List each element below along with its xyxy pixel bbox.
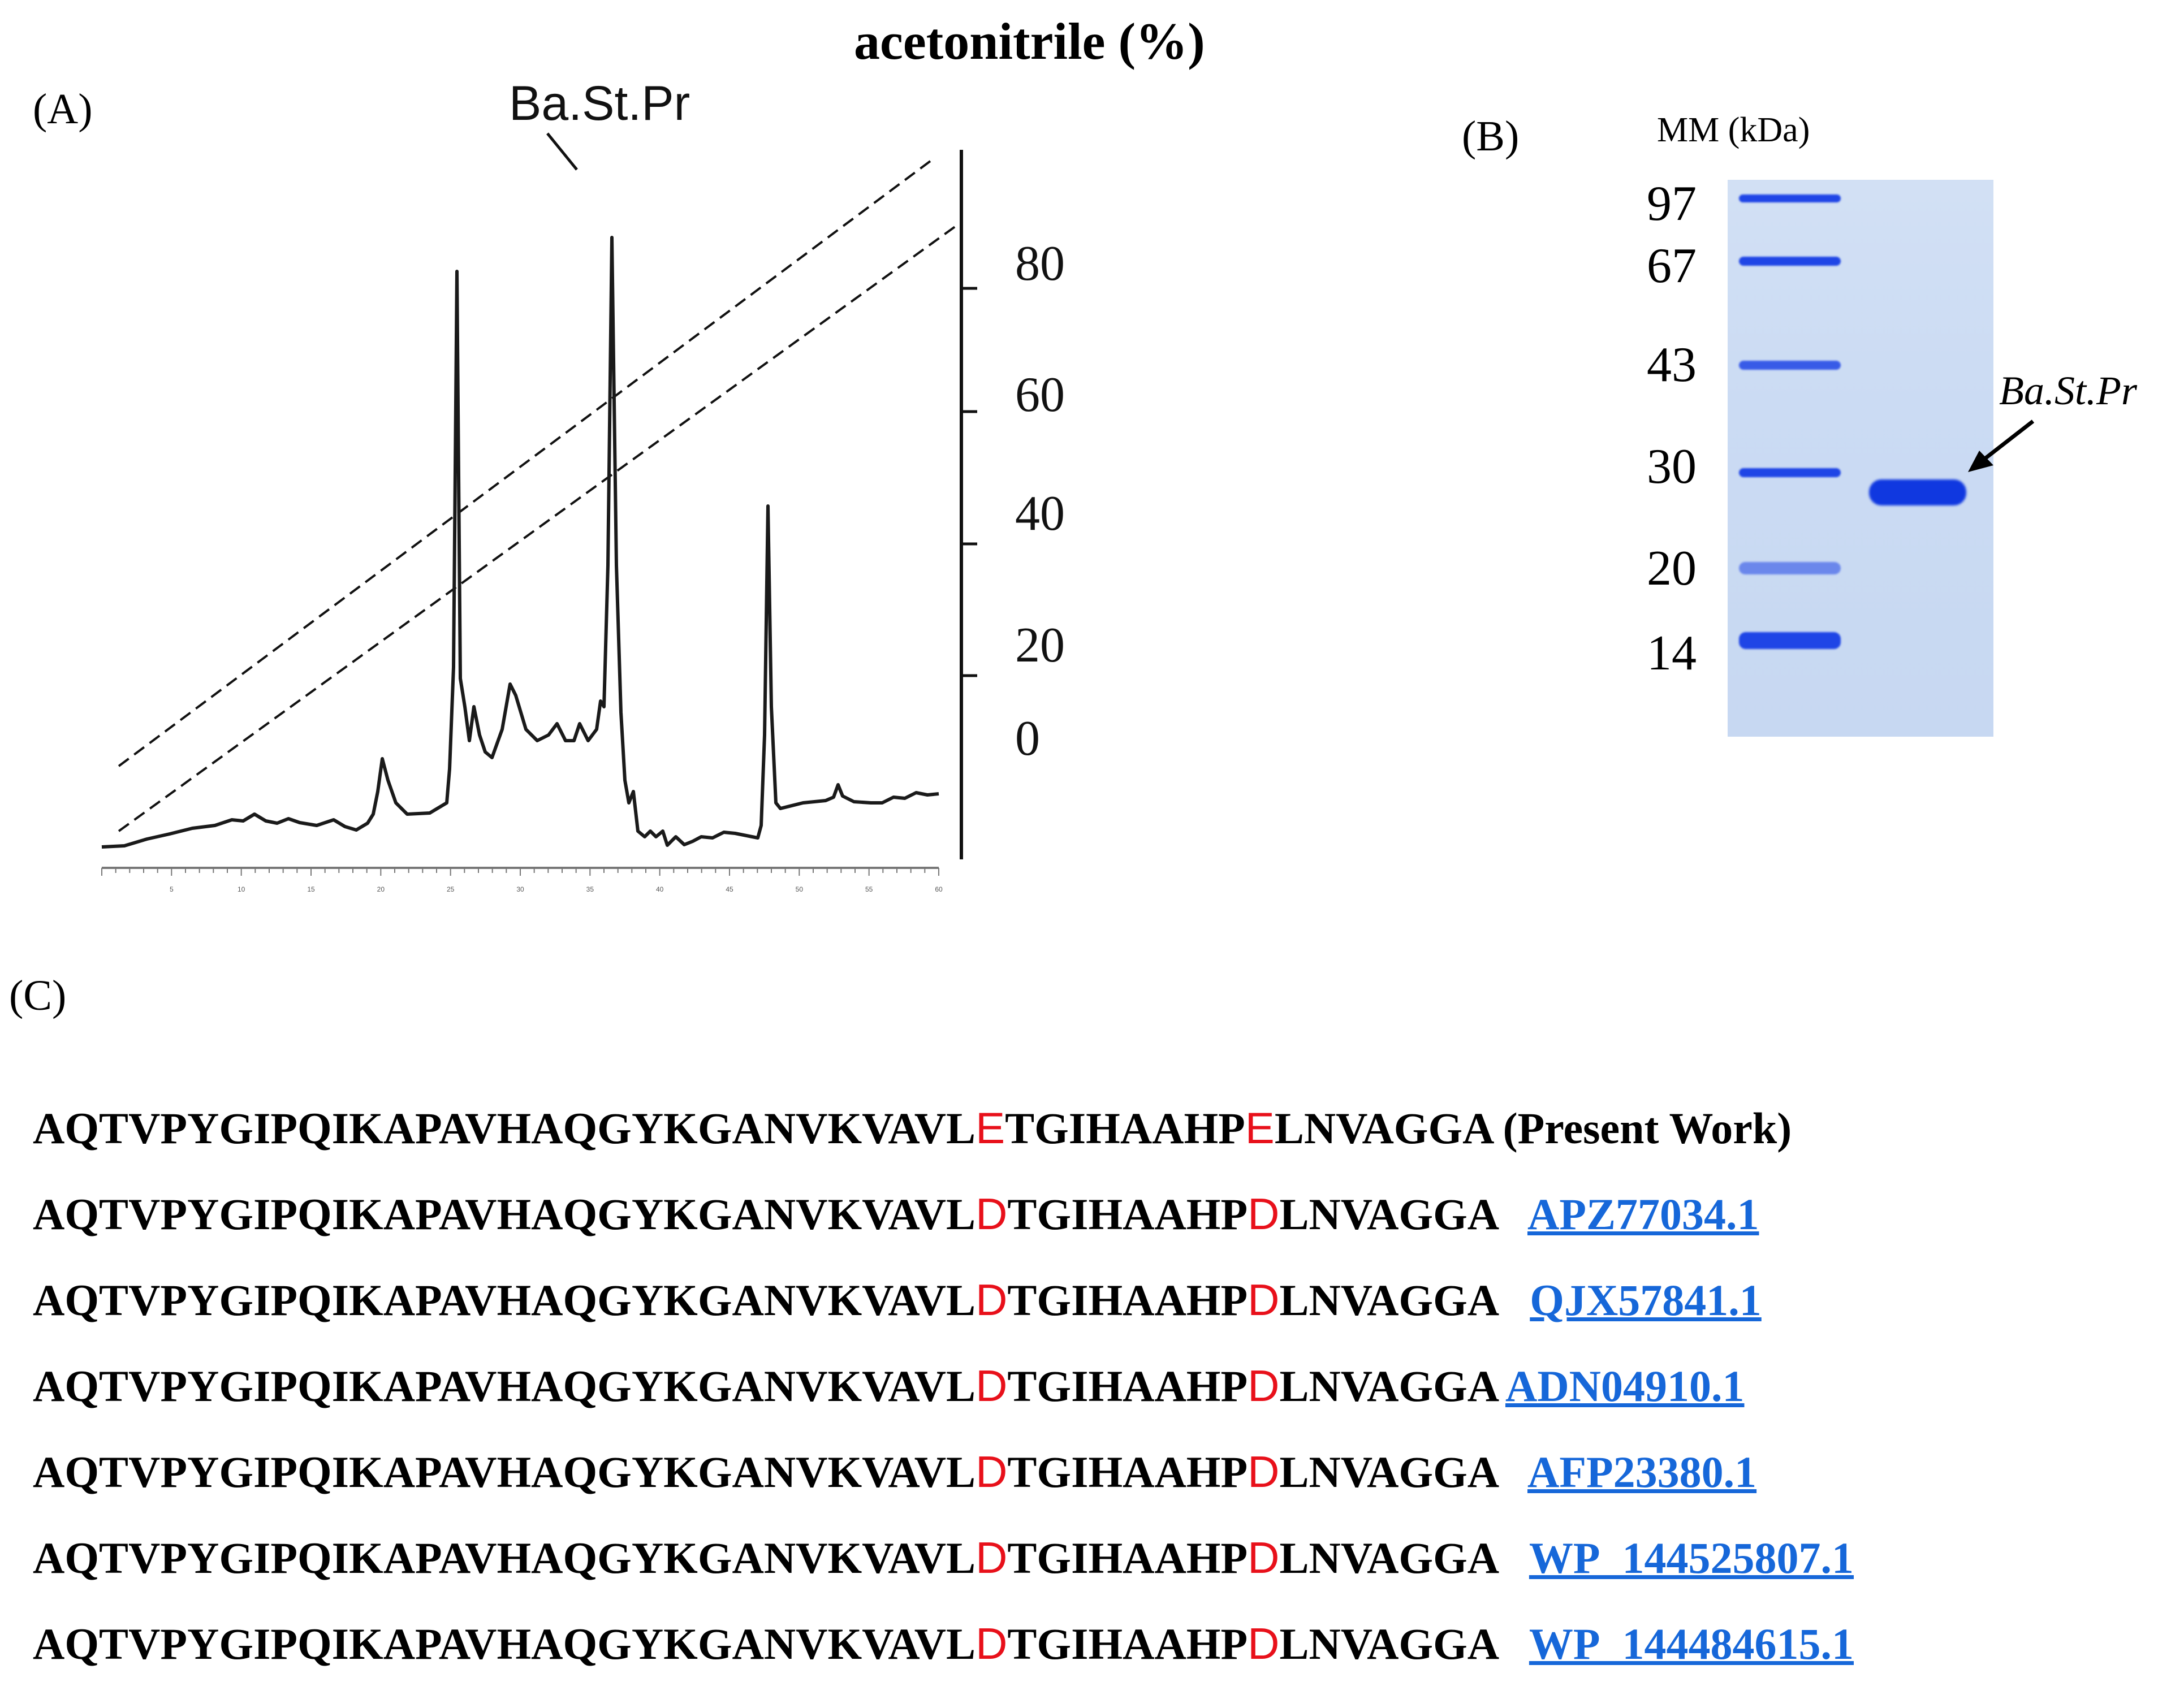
panel-c-label: (C) [9,972,67,1019]
chromatogram-trace [101,236,939,849]
ladder-band-43 [1739,361,1841,370]
x-tick-label: 45 [726,885,733,893]
sequence-row: AQTVPYGIPQIKAPAVHAQGYKGANVKVAVLDTGIHAAHP… [33,1447,1757,1497]
accession-link[interactable]: WP_144484615.1 [1529,1619,1854,1668]
chart-title: acetonitrile (%) [854,12,1205,70]
mw-label-43: 43 [1647,338,1697,392]
sequence-row: AQTVPYGIPQIKAPAVHAQGYKGANVKVAVLETGIHAAHP… [33,1103,1792,1153]
ladder-band-14 [1739,632,1841,649]
x-tick-label: 20 [377,885,385,893]
x-axis-minor-ticks [101,868,939,876]
mw-label-67: 67 [1647,239,1697,293]
peak-label: Ba.St.Pr [509,76,690,131]
sds-page-gel [1728,180,1993,737]
accession-link[interactable]: AFP23380.1 [1527,1447,1757,1497]
mw-label-20: 20 [1647,541,1697,596]
sequence-row: AQTVPYGIPQIKAPAVHAQGYKGANVKVAVLDTGIHAAHP… [33,1533,1854,1582]
sequence-row: AQTVPYGIPQIKAPAVHAQGYKGANVKVAVLDTGIHAAHP… [33,1619,1854,1668]
ladder-band-67 [1739,257,1841,266]
accession-link[interactable]: WP_144525807.1 [1529,1533,1854,1582]
x-axis-tick-labels: 5 10 15 20 25 30 35 40 45 50 55 60 [170,885,943,893]
gradient-line-1 [118,160,931,767]
accession-link[interactable]: APZ77034.1 [1527,1190,1759,1239]
mw-label-14: 14 [1647,626,1697,681]
x-tick-label: 35 [586,885,594,893]
sequence-row: AQTVPYGIPQIKAPAVHAQGYKGANVKVAVLDTGIHAAHP… [33,1189,1759,1239]
present-work-tag: (Present Work) [1503,1104,1792,1153]
peak-label-leader [546,132,578,171]
panel-a-label: (A) [33,85,93,133]
y-tick-label-20: 20 [1015,618,1065,673]
sequence-row: AQTVPYGIPQIKAPAVHAQGYKGANVKVAVLDTGIHAAHP… [33,1275,1762,1325]
hplc-chromatogram: Ba.St.Pr 80 60 40 20 0 5 10 15 20 25 30 35 40 45… [101,76,1065,893]
y-tick-label-80: 80 [1015,236,1065,291]
ladder-band-30 [1739,468,1841,477]
x-tick-label: 40 [656,885,664,893]
x-tick-label: 10 [238,885,245,893]
ladder-band-20 [1739,562,1841,574]
sample-band [1869,479,1966,505]
mw-label-97: 97 [1647,176,1697,231]
x-tick-label: 55 [865,885,873,893]
x-tick-label: 50 [796,885,804,893]
band-label: Ba.St.Pr [1999,368,2137,413]
x-tick-label: 60 [935,885,943,893]
mw-label-30: 30 [1647,439,1697,494]
mm-header: MM (kDa) [1657,111,1810,149]
y-tick-label-60: 60 [1015,367,1065,422]
y-tick-label-0: 0 [1015,711,1040,766]
y-axis-ticks [961,287,977,677]
y-tick-label-40: 40 [1015,486,1065,541]
sequence-row: AQTVPYGIPQIKAPAVHAQGYKGANVKVAVLDTGIHAAHP… [33,1361,1745,1411]
accession-link[interactable]: QJX57841.1 [1530,1275,1762,1325]
x-tick-label: 25 [447,885,455,893]
x-tick-label: 15 [307,885,315,893]
x-tick-label: 5 [170,885,174,893]
ladder-band-97 [1739,194,1841,202]
band-arrow-icon [1968,420,2035,472]
x-tick-label: 30 [516,885,524,893]
accession-link[interactable]: ADN04910.1 [1505,1361,1745,1411]
panel-b-label: (B) [1462,113,1520,160]
